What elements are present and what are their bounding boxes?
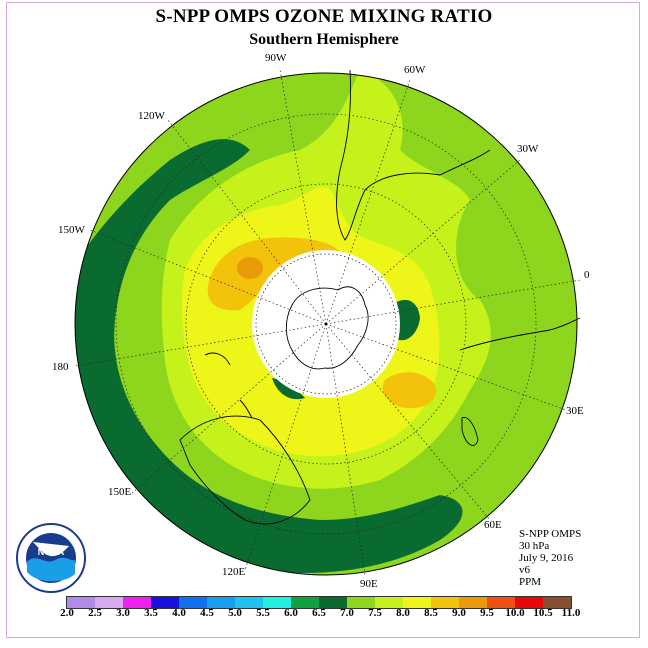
australia-coast bbox=[179, 415, 311, 525]
colorbar-swatch bbox=[487, 597, 515, 608]
south-america-coast bbox=[336, 69, 491, 241]
colorbar-tick-label: 3.5 bbox=[144, 607, 158, 619]
colorbar-swatch bbox=[403, 597, 431, 608]
contour-8-5-east bbox=[382, 372, 436, 409]
noaa-logo: NOAA bbox=[16, 523, 86, 593]
colorbar-tick-label: 7.5 bbox=[368, 607, 382, 619]
colorbar bbox=[66, 596, 572, 609]
info-date: July 9, 2016 bbox=[519, 552, 574, 564]
lon-label-60w: 60W bbox=[404, 64, 426, 76]
colorbar-swatch bbox=[319, 597, 347, 608]
colorbar-swatch bbox=[515, 597, 543, 608]
colorbar-swatch bbox=[179, 597, 207, 608]
graticule bbox=[74, 69, 581, 576]
figure-frame bbox=[6, 2, 640, 638]
south-pole bbox=[324, 322, 328, 326]
info-version: v6 bbox=[519, 564, 530, 576]
lon-label-0: 0 bbox=[584, 269, 590, 281]
colorbar-tick-label: 4.0 bbox=[172, 607, 186, 619]
map-border bbox=[74, 72, 578, 576]
lon-label-120w: 120W bbox=[138, 110, 166, 122]
colorbar-tick-label: 2.0 bbox=[60, 607, 74, 619]
colorbar-tick-label: 9.0 bbox=[452, 607, 466, 619]
product-info: S-NPP OMPS 30 hPa July 9, 2016 v6 PPM bbox=[519, 528, 581, 588]
colorbar-tick-label: 3.0 bbox=[116, 607, 130, 619]
colorbar-tick-label: 8.0 bbox=[396, 607, 410, 619]
lon-label-90e: 90E bbox=[360, 578, 378, 590]
colorbar-swatch bbox=[375, 597, 403, 608]
lon-label-150w: 150W bbox=[58, 224, 86, 236]
lon-label-30e: 30E bbox=[566, 405, 584, 417]
colorbar-tick-label: 8.5 bbox=[424, 607, 438, 619]
colorbar-swatch bbox=[459, 597, 487, 608]
colorbar-tick-label: 6.5 bbox=[312, 607, 326, 619]
info-instrument: S-NPP OMPS bbox=[519, 528, 582, 540]
colorbar-tick-label: 6.0 bbox=[284, 607, 298, 619]
colorbar-tick-label: 2.5 bbox=[88, 607, 102, 619]
info-pressure: 30 hPa bbox=[519, 540, 550, 552]
colorbar-tick-label: 7.0 bbox=[340, 607, 354, 619]
colorbar-swatch bbox=[291, 597, 319, 608]
lon-label-150e: 150E bbox=[108, 486, 132, 498]
colorbar-tick-labels: 2.0 2.5 3.0 3.5 4.0 4.5 5.0 5.5 6.0 6.5 7.0 7.5 8.0 8… bbox=[0, 607, 648, 623]
page-subtitle: Southern Hemisphere bbox=[249, 31, 399, 48]
madagascar bbox=[461, 417, 479, 446]
info-units: PPM bbox=[519, 576, 542, 588]
colorbar-tick-label: 10.5 bbox=[533, 607, 553, 619]
colorbar-tick-label: 5.5 bbox=[256, 607, 270, 619]
colorbar-swatch bbox=[431, 597, 459, 608]
colorbar-swatch bbox=[347, 597, 375, 608]
colorbar-tick-label: 11.0 bbox=[561, 607, 581, 619]
colorbar-tick-label: 5.0 bbox=[228, 607, 242, 619]
colorbar-swatch bbox=[123, 597, 151, 608]
colorbar-tick-label: 10.0 bbox=[505, 607, 525, 619]
noaa-logo-text: NOAA bbox=[38, 547, 65, 557]
lon-label-30w: 30W bbox=[517, 143, 539, 155]
colorbar-swatch bbox=[151, 597, 179, 608]
lon-label-180: 180 bbox=[52, 361, 69, 373]
colorbar-tick-label: 9.5 bbox=[480, 607, 494, 619]
lon-label-120e: 120E bbox=[222, 566, 246, 578]
africa-coast bbox=[459, 317, 581, 351]
colorbar-swatch bbox=[67, 597, 95, 608]
new-zealand bbox=[204, 352, 253, 419]
lon-label-90w: 90W bbox=[265, 52, 287, 64]
colorbar-swatch bbox=[235, 597, 263, 608]
page-title: S-NPP OMPS OZONE MIXING RATIO bbox=[155, 6, 493, 27]
colorbar-swatch bbox=[263, 597, 291, 608]
colorbar-swatch bbox=[207, 597, 235, 608]
colorbar-swatch bbox=[95, 597, 123, 608]
lon-label-60e: 60E bbox=[484, 519, 502, 531]
colorbar-swatch bbox=[543, 597, 571, 608]
coastlines bbox=[179, 69, 581, 525]
low-ozone-band bbox=[75, 139, 463, 573]
low-patch-west bbox=[272, 378, 305, 400]
colorbar-tick-label: 4.5 bbox=[200, 607, 214, 619]
contour-9-0 bbox=[237, 257, 263, 279]
